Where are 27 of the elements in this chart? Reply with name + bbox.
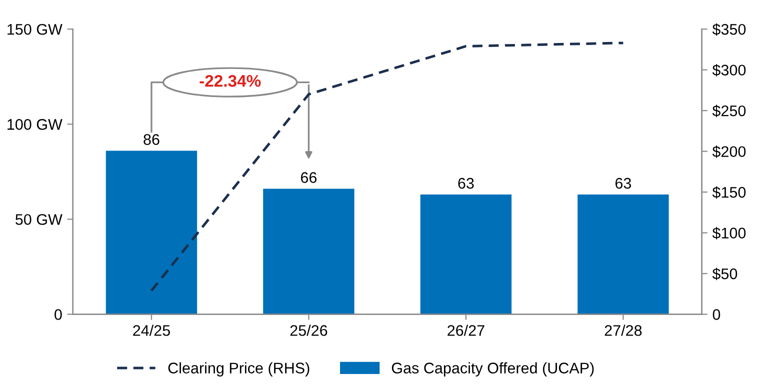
x-tick-label: 25/26 — [290, 324, 328, 336]
y2-tick-label: 0 — [712, 309, 720, 320]
data-label: 63 — [458, 178, 474, 189]
bar — [106, 150, 198, 314]
data-label: 66 — [300, 172, 317, 184]
y2-tick-label: $100 — [712, 227, 746, 240]
y2-tick-label: $250 — [712, 104, 746, 118]
y2-tick-label: $200 — [712, 146, 746, 158]
x-tick-label: 26/27 — [448, 324, 484, 336]
y2-tick-label: $50 — [712, 268, 738, 280]
bar — [578, 194, 669, 314]
bar — [263, 188, 354, 314]
y-tick-label: 50 GW — [16, 214, 62, 225]
data-label: 86 — [144, 134, 160, 145]
annotation: -22.34% — [200, 75, 261, 87]
y2-tick-label: $300 — [712, 64, 746, 76]
legend-label: Gas Capacity Offered (UCAP) — [392, 362, 594, 376]
x-tick-label: 27/28 — [604, 324, 642, 336]
bar — [420, 194, 512, 314]
y-tick-label: 0 — [54, 309, 62, 320]
y-tick-label: 100 GW — [8, 119, 62, 130]
y2-tick-label: $150 — [712, 186, 746, 199]
legend-label: Clearing Price (RHS) — [168, 362, 310, 376]
data-label: 63 — [615, 178, 632, 189]
y2-tick-label: $350 — [712, 23, 746, 36]
y-tick-label: 150 GW — [8, 24, 62, 35]
x-tick-label: 24/25 — [133, 324, 170, 336]
